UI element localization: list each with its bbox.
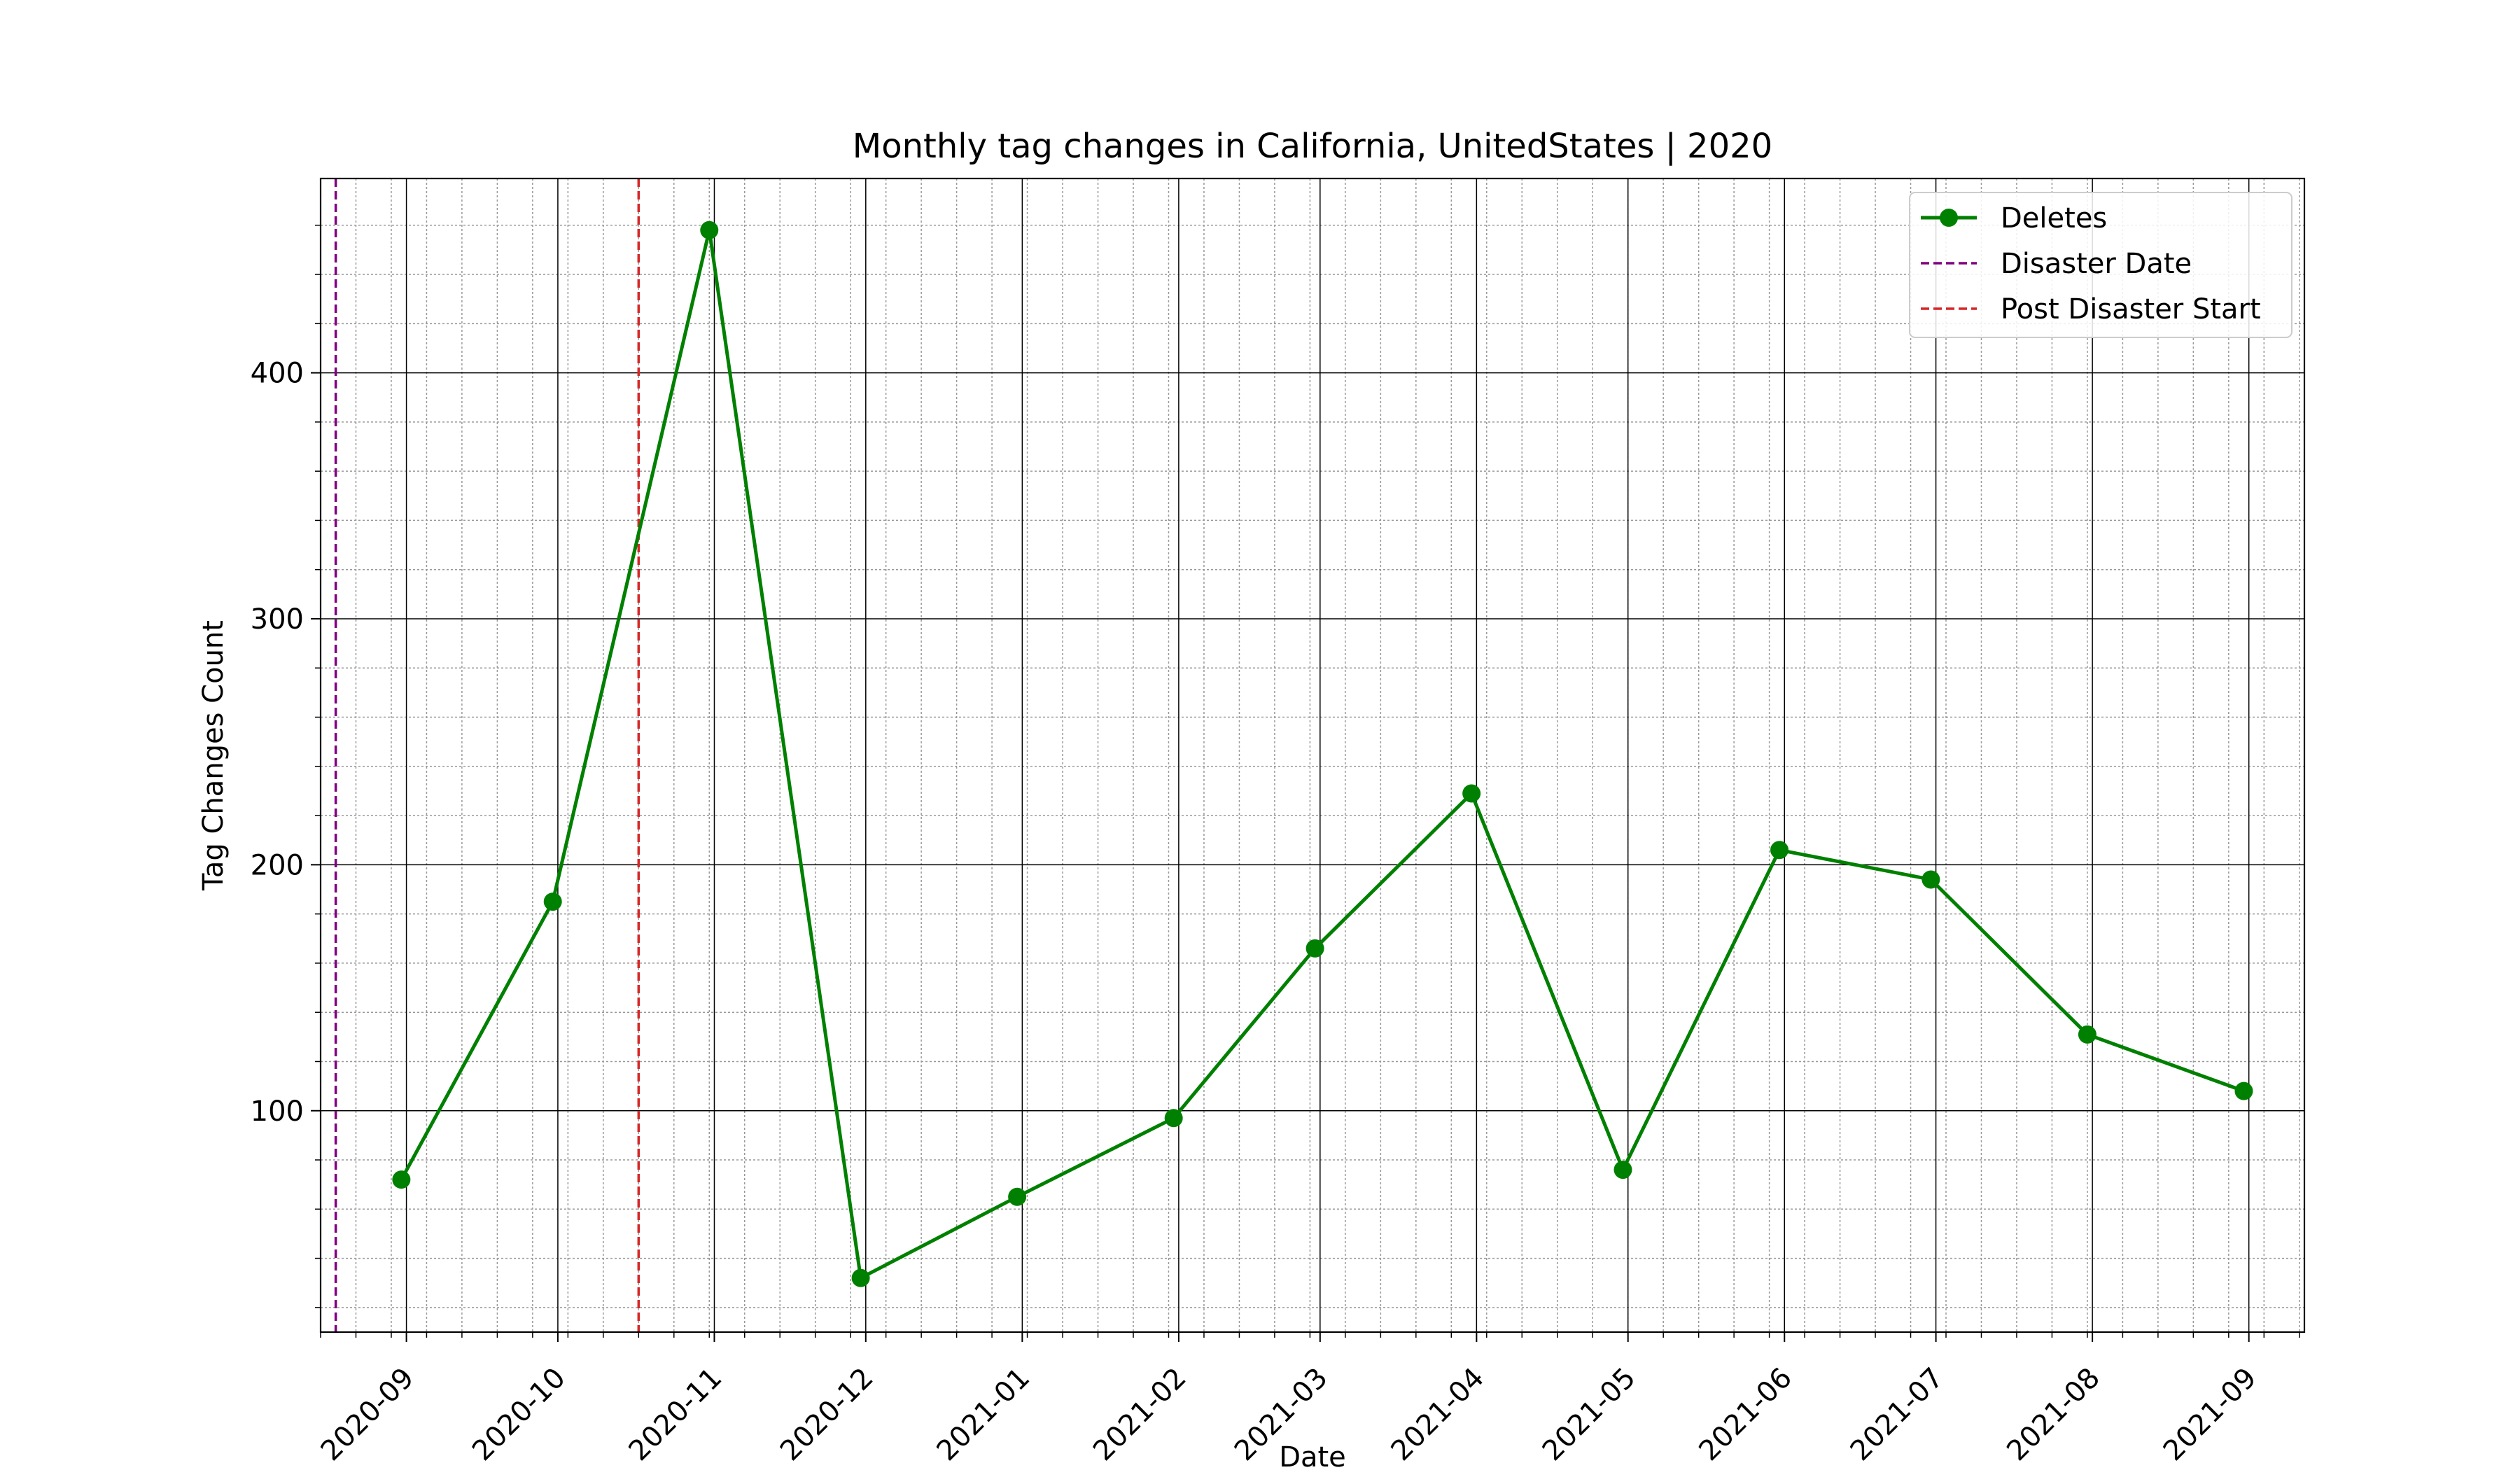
data-point (700, 220, 719, 239)
data-point (1770, 841, 1789, 860)
y-tick-label: 100 (251, 1096, 304, 1128)
data-point (1164, 1109, 1183, 1128)
data-point (1462, 784, 1481, 803)
chart-title: Monthly tag changes in California, Unite… (853, 127, 1772, 166)
y-tick-label: 400 (251, 358, 304, 390)
reference-lines (334, 178, 640, 1332)
x-axis-label: Date (1279, 1441, 1346, 1470)
y-tick-label: 300 (251, 603, 304, 636)
data-point (1614, 1161, 1632, 1180)
legend: Deletes Disaster Date Post Disaster Start (1909, 192, 2292, 338)
legend-label: Disaster Date (2001, 248, 2192, 280)
data-point (2078, 1025, 2096, 1044)
y-axis-label: Tag Changes Count (197, 620, 230, 891)
y-tick-label: 200 (251, 849, 304, 881)
legend-box (1909, 192, 2292, 338)
data-point (1306, 939, 1324, 958)
legend-marker (1940, 209, 1958, 227)
data-point (2234, 1082, 2253, 1100)
grid (320, 178, 2304, 1332)
plot-frame (319, 177, 2306, 1334)
legend-label: Post Disaster Start (2001, 293, 2261, 326)
data-point (543, 892, 562, 911)
legend-label: Deletes (2001, 202, 2107, 234)
data-point (1921, 870, 1940, 889)
data-point (851, 1268, 870, 1287)
data-point (392, 1170, 411, 1189)
data-point (1008, 1187, 1027, 1206)
series-layer (392, 220, 2253, 1287)
